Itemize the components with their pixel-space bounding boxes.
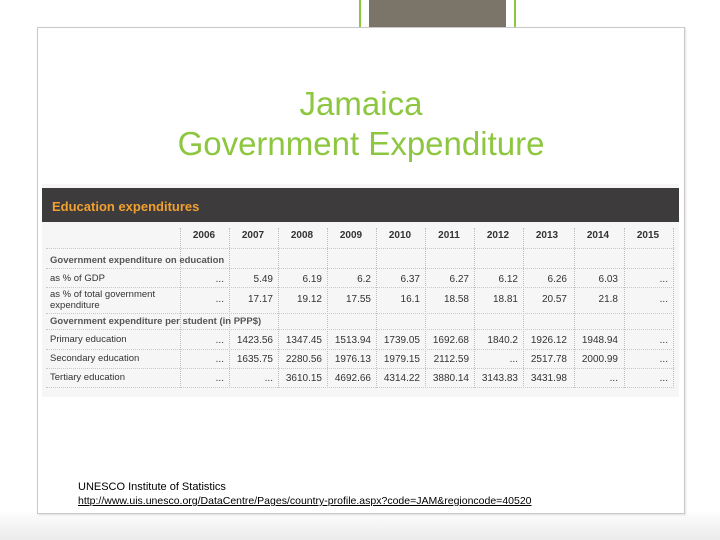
row-label: expenditure	[50, 300, 100, 311]
table-cell: 6.2	[357, 274, 371, 285]
expenditure-table-image: Education expenditures	[42, 184, 679, 397]
background-band	[0, 510, 720, 540]
title-line-1: Jamaica	[299, 85, 423, 122]
table-divider	[46, 313, 674, 314]
year-header: 2010	[388, 230, 412, 241]
table-column-divider	[229, 228, 230, 388]
row-label: as % of GDP	[50, 273, 105, 284]
table-cell: ...	[659, 274, 668, 285]
table-cell: 2280.56	[285, 354, 322, 365]
table-cell: 16.1	[400, 294, 420, 305]
table-cell: 20.57	[541, 294, 567, 305]
table-cell: 1840.2	[487, 335, 518, 346]
table-column-divider	[673, 228, 674, 388]
table-column-divider	[425, 228, 426, 388]
table-column-divider	[523, 228, 524, 388]
table-heading: Education expenditures	[52, 199, 200, 214]
table-column-divider	[180, 228, 181, 388]
table-cell: 17.17	[247, 294, 273, 305]
table-cell: 19.12	[296, 294, 322, 305]
table-cell: 3143.83	[481, 373, 518, 384]
table-cell: 1347.45	[285, 335, 322, 346]
year-header: 2006	[192, 230, 216, 241]
row-label: Secondary education	[50, 353, 140, 364]
table-divider	[46, 349, 674, 350]
table-cell: 1948.94	[581, 335, 618, 346]
table-cell: 2000.99	[581, 354, 618, 365]
table-cell: ...	[215, 294, 224, 305]
year-header: 2009	[339, 230, 363, 241]
table-column-divider	[574, 228, 575, 388]
table-cell: 1979.15	[383, 354, 420, 365]
table-column-divider	[376, 228, 377, 388]
table-column-divider	[327, 228, 328, 388]
table-cell: 1423.56	[236, 335, 273, 346]
table-cell: 21.8	[598, 294, 618, 305]
table-cell: ...	[215, 274, 224, 285]
table-cell: ...	[609, 373, 618, 384]
table-cell: 6.26	[547, 274, 567, 285]
title-line-2: Government Expenditure	[177, 125, 545, 162]
row-label: Primary education	[50, 334, 127, 345]
table-cell: 3610.15	[285, 373, 322, 384]
table-cell: 1513.94	[334, 335, 371, 346]
table-cell: 17.55	[345, 294, 371, 305]
table-divider	[46, 287, 674, 288]
table-cell: 4692.66	[334, 373, 371, 384]
table-cell: 1692.68	[432, 335, 469, 346]
table-divider	[46, 368, 674, 369]
table-cell: 1739.05	[383, 335, 420, 346]
table-divider	[46, 329, 674, 330]
table-cell: 6.19	[302, 274, 322, 285]
row-label: as % of total government	[50, 289, 156, 300]
year-header: 2007	[241, 230, 265, 241]
table-cell: 2112.59	[433, 354, 469, 365]
table-column-divider	[624, 228, 625, 388]
table-cell: ...	[215, 373, 224, 384]
table-cell: ...	[264, 373, 273, 384]
year-header: 2012	[486, 230, 510, 241]
source-citation: UNESCO Institute of Statistics http://ww…	[78, 480, 532, 508]
year-header: 2013	[535, 230, 559, 241]
slide-title: Jamaica Government Expenditure	[37, 84, 685, 164]
table-heading-bar: Education expenditures	[42, 188, 679, 222]
table-divider	[46, 248, 674, 249]
table-cell: 2517.78	[530, 354, 567, 365]
table-cell: 18.81	[492, 294, 518, 305]
table-cell: ...	[659, 354, 668, 365]
table-cell: ...	[659, 294, 668, 305]
table-cell: 6.03	[598, 274, 618, 285]
table-cell: 6.37	[400, 274, 420, 285]
table-cell: 4314.22	[383, 373, 420, 384]
table-column-divider	[278, 228, 279, 388]
year-header: 2011	[438, 230, 460, 241]
source-name: UNESCO Institute of Statistics	[78, 481, 226, 493]
source-link[interactable]: http://www.uis.unesco.org/DataCentre/Pag…	[78, 495, 532, 507]
table-cell: 1976.13	[334, 354, 371, 365]
table-cell: ...	[215, 335, 224, 346]
table-cell: ...	[215, 354, 224, 365]
year-header: 2014	[586, 230, 610, 241]
table-cell: 1926.12	[530, 335, 567, 346]
table-column-divider	[474, 228, 475, 388]
year-header: 2015	[636, 230, 660, 241]
table-cell: ...	[509, 354, 518, 365]
row-label: Tertiary education	[50, 372, 125, 383]
table-cell: 5.49	[253, 274, 273, 285]
table-cell: 3880.14	[432, 373, 469, 384]
table-cell: 18.58	[443, 294, 469, 305]
section-label: Government expenditure on education	[50, 255, 225, 266]
section-label: Government expenditure per student (in P…	[50, 316, 262, 327]
year-header: 2008	[290, 230, 314, 241]
table-cell: 6.12	[498, 274, 518, 285]
table-divider	[46, 387, 674, 388]
table-cell: 3431.98	[530, 373, 567, 384]
table-cell: ...	[659, 335, 668, 346]
table-divider	[46, 268, 674, 269]
table-cell: ...	[659, 373, 668, 384]
table-cell: 6.27	[449, 274, 469, 285]
table-cell: 1635.75	[236, 354, 273, 365]
